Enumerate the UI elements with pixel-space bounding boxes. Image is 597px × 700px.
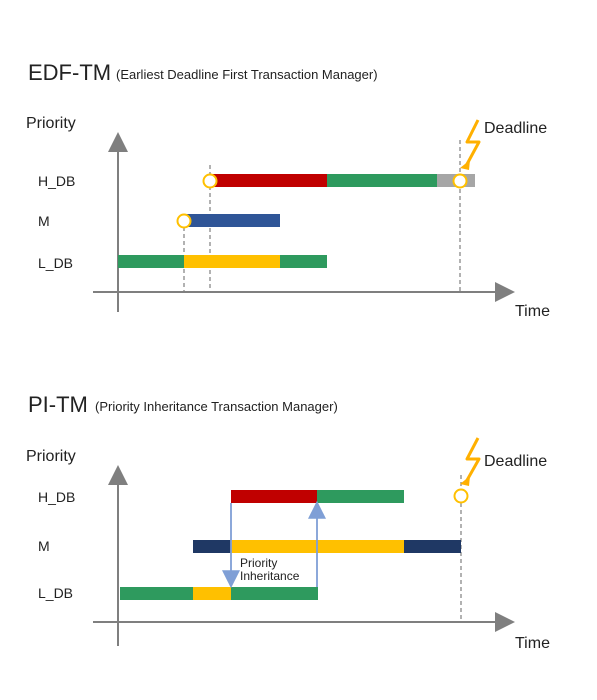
pi-priority-label: Priority [26, 448, 76, 465]
pi-lane-label-h-db: H_DB [38, 489, 75, 505]
event-circle-icon [453, 488, 469, 504]
edf-l-db-segment-yellow [184, 255, 280, 268]
edf-priority-label: Priority [26, 115, 76, 132]
pi-inheritance-label-2: Inheritance [240, 569, 300, 583]
pi-diagram: PI-TM (Priority Inheritance Transaction … [26, 392, 550, 652]
edf-lane-label-m: M [38, 213, 50, 229]
event-circle-icon [452, 173, 468, 189]
edf-l-db-segment-green-2 [280, 255, 327, 268]
pi-h-db-segment-green [317, 490, 404, 503]
event-circle-icon [202, 173, 218, 189]
pi-deadline-label: Deadline [484, 453, 547, 470]
pi-title: PI-TM [28, 392, 88, 417]
edf-h-db-segment-green [327, 174, 437, 187]
pi-h-db-segment-red [231, 490, 317, 503]
pi-l-db-segment-green-2 [231, 587, 318, 600]
edf-m-segment-blue [184, 214, 280, 227]
edf-lane-label-l-db: L_DB [38, 255, 73, 271]
edf-lane-label-h-db: H_DB [38, 173, 75, 189]
pi-lane-label-m: M [38, 538, 50, 554]
event-circle-icon [176, 213, 192, 229]
pi-m-segment-navy-2 [404, 540, 461, 553]
edf-time-label: Time [515, 303, 550, 320]
pi-lane-label-l-db: L_DB [38, 585, 73, 601]
pi-inheritance-label-1: Priority [240, 556, 277, 570]
edf-deadline-label: Deadline [484, 120, 547, 137]
pi-l-db-segment-green-1 [120, 587, 193, 600]
edf-diagram: EDF-TM (Earliest Deadline First Transact… [26, 60, 550, 320]
edf-title: EDF-TM [28, 60, 111, 85]
lightning-bolt-icon [460, 437, 481, 486]
pi-time-label: Time [515, 635, 550, 652]
pi-l-db-segment-yellow [193, 587, 231, 600]
pi-m-segment-navy-1 [193, 540, 231, 553]
pi-subtitle: (Priority Inheritance Transaction Manage… [95, 399, 338, 414]
edf-l-db-segment-green-1 [118, 255, 184, 268]
edf-h-db-segment-red [210, 174, 327, 187]
lightning-bolt-icon [460, 119, 481, 170]
edf-subtitle: (Earliest Deadline First Transaction Man… [116, 67, 378, 82]
